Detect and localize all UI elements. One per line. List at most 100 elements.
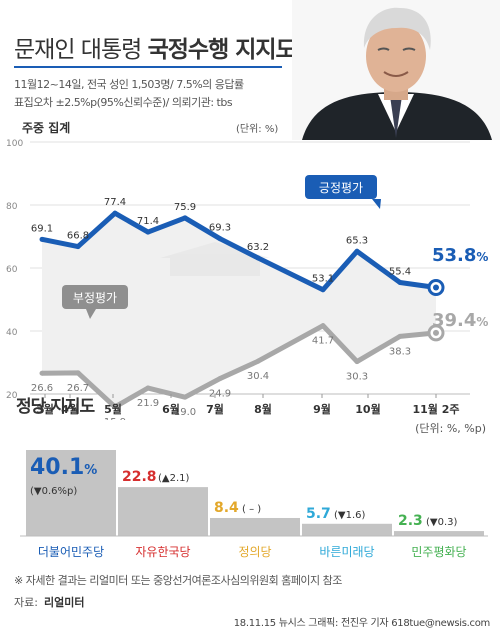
title-underline — [14, 66, 282, 68]
positive-data-label: 69.3 — [209, 223, 231, 234]
negative-point — [145, 385, 151, 391]
positive-point — [145, 229, 151, 235]
negative-point — [75, 370, 81, 376]
party-change-label: (▼0.6%p) — [30, 486, 77, 497]
party-change-label: (▼1.6) — [334, 510, 365, 521]
party-change-label: (▼0.3) — [426, 517, 457, 528]
positive-data-label: 71.4 — [137, 216, 159, 227]
positive-data-label: 77.4 — [104, 197, 126, 208]
negative-point — [255, 358, 261, 364]
party-name-label: 바른미래당 — [319, 545, 374, 559]
negative-point-center — [433, 329, 439, 336]
negative-point — [182, 394, 188, 400]
negative-data-label: 30.3 — [346, 372, 368, 383]
title-part-2: 국정수행 지지도 — [147, 37, 297, 63]
graphic-credit: 18.11.15 뉴시스 그래픽: 전진우 기자 618tue@newsis.c… — [233, 618, 491, 629]
negative-point — [39, 370, 45, 376]
negative-point — [217, 376, 223, 382]
watermark — [160, 242, 270, 276]
positive-point — [182, 215, 188, 221]
positive-point — [39, 236, 45, 242]
x-tick-label: 11월 2주 — [412, 402, 459, 416]
x-tick-label: 8월 — [254, 402, 272, 416]
party-name-label: 자유한국당 — [135, 545, 190, 559]
data-points: 69.1 66.8 77.4 71.4 75.9 69.3 63.2 53.1 65.3 55.4… — [31, 197, 445, 420]
party-value-label: 22.8 — [122, 469, 157, 485]
page-title: 문재인 대통령 국정수행 지지도 — [14, 30, 297, 64]
weekly-unit: (단위: %) — [236, 122, 278, 135]
president-portrait-icon — [292, 0, 500, 140]
positive-point — [255, 255, 261, 261]
party-bar — [26, 450, 116, 536]
negative-point — [112, 404, 118, 410]
party-name-label: 더불어민주당 — [38, 545, 104, 559]
party-support-title: 정당 지지도 — [16, 397, 95, 417]
positive-point — [397, 279, 403, 285]
x-tick-label: 9월 — [313, 402, 331, 416]
positive-data-label: 63.2 — [247, 242, 269, 253]
weekly-label: 주중 집계 — [22, 120, 70, 135]
positive-series-label: 긍정평가 — [319, 181, 363, 195]
positive-point — [112, 210, 118, 216]
party-name-label: 민주평화당 — [411, 545, 466, 559]
positive-data-label: 69.1 — [31, 223, 53, 234]
party-bar — [302, 523, 392, 536]
party-value-label: 8.4 — [214, 500, 239, 516]
source-label: 자료: — [14, 596, 38, 609]
negative-data-label: 26.6 — [31, 383, 53, 394]
positive-point — [217, 236, 223, 242]
party-name-label: 정의당 — [238, 545, 271, 559]
positive-data-label: 75.9 — [174, 202, 196, 213]
party-value-label: 2.3 — [398, 513, 423, 529]
negative-data-label: 21.9 — [137, 398, 159, 409]
survey-info-line-1: 11월12~14일, 전국 성인 1,503명/ 7.5%의 응답률 — [14, 78, 244, 91]
y-tick-label: 100 — [6, 139, 23, 149]
approval-gap-band — [42, 213, 436, 407]
negative-point — [354, 359, 360, 365]
party-support-unit: (단위: %, %p) — [415, 422, 486, 435]
negative-series-label: 부정평가 — [73, 291, 117, 305]
y-tick-label: 80 — [6, 202, 18, 212]
survey-info-line-2: 표집오차 ±2.5%p(95%신뢰수준)/ 의뢰기관: tbs — [14, 96, 233, 109]
positive-series-tag: 긍정평가 — [305, 175, 381, 209]
positive-data-label: 66.8 — [67, 231, 89, 242]
y-tick-label: 40 — [6, 328, 18, 338]
positive-data-label: 55.4 — [389, 266, 411, 277]
x-tick-label: 5월 — [104, 402, 122, 416]
negative-data-label: 24.9 — [209, 389, 231, 400]
positive-final-value: 53.8% — [432, 245, 488, 266]
x-tick-label: 4월 — [61, 402, 79, 416]
x-tick-label: 6월 — [162, 402, 180, 416]
negative-point — [320, 323, 326, 329]
party-value-label: 5.7 — [306, 506, 331, 522]
negative-data-label: 26.7 — [67, 383, 89, 394]
party-bar — [394, 531, 484, 536]
negative-data-label: 41.7 — [312, 336, 334, 347]
positive-data-label: 65.3 — [346, 235, 368, 246]
x-tick-label: 3월 — [36, 402, 54, 416]
title-part-1: 문재인 대통령 — [14, 37, 142, 63]
party-change-label: ( – ) — [242, 504, 261, 515]
positive-point — [354, 248, 360, 254]
negative-series-tag: 부정평가 — [62, 285, 128, 319]
positive-data-label: 53.1 — [312, 274, 334, 285]
party-bar — [118, 487, 208, 536]
approval-line-chart: 주중 집계 (단위: %) 20 40 60 80 100 69.1 66.8 77.4 71… — [6, 120, 488, 420]
source-value: 리얼미터 — [44, 596, 85, 609]
negative-data-label: 30.4 — [247, 371, 269, 382]
party-change-label: (▲2.1) — [158, 473, 189, 484]
negative-data-label: 38.3 — [389, 346, 411, 357]
positive-point — [75, 244, 81, 250]
negative-final-value: 39.4% — [432, 310, 488, 331]
x-tick-label: 10월 — [355, 402, 380, 416]
negative-data-label: 19.0 — [174, 407, 196, 418]
positive-point-center — [433, 284, 439, 291]
x-tick-label: 7월 — [206, 402, 224, 416]
party-bar — [210, 517, 300, 536]
negative-data-label: 15.9 — [104, 417, 126, 420]
positive-point — [320, 287, 326, 293]
y-tick-label: 20 — [6, 391, 18, 401]
y-tick-label: 60 — [6, 265, 18, 275]
negative-point — [397, 333, 403, 339]
